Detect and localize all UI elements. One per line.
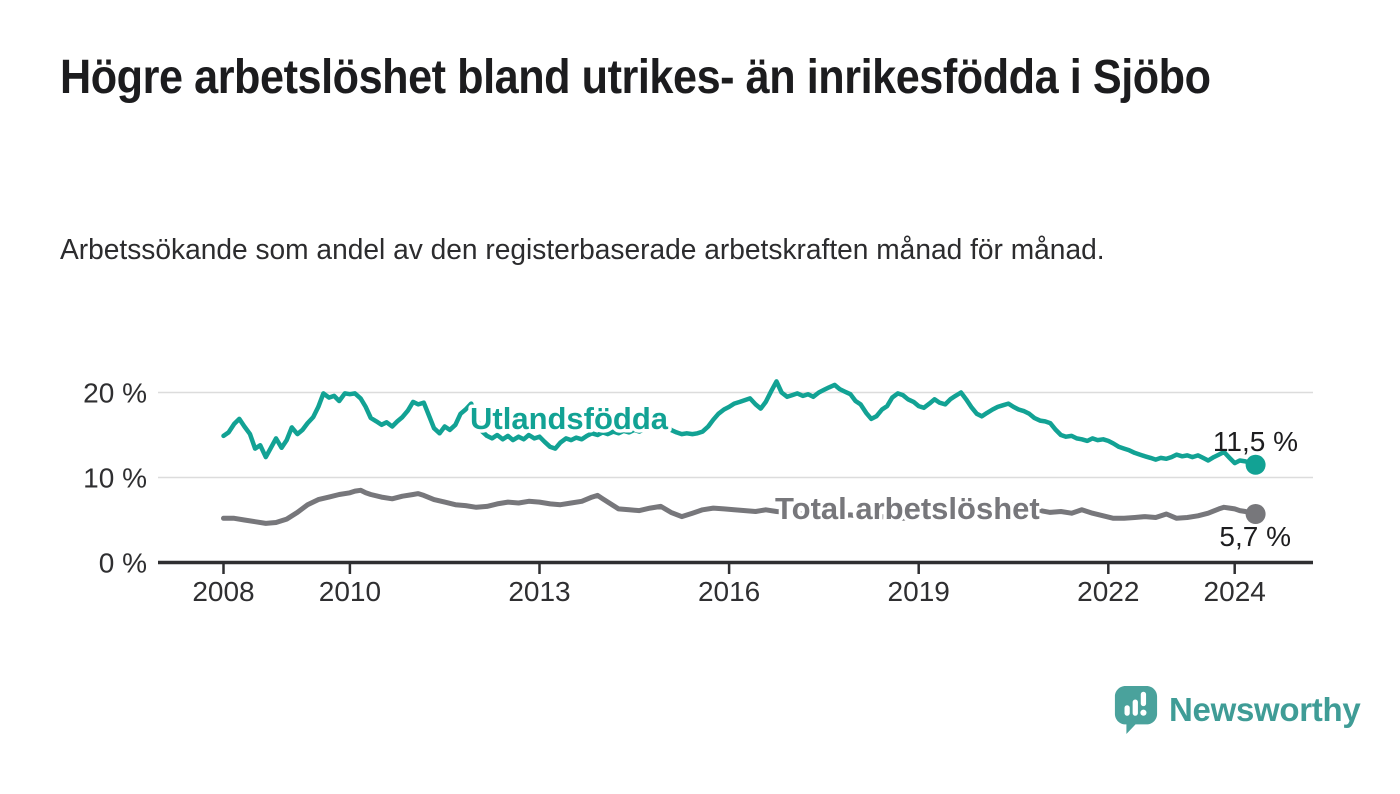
- x-axis-label: 2024: [1204, 576, 1266, 607]
- series-line-utlandsfodda: [221, 379, 1258, 468]
- brand-name: Newsworthy: [1169, 691, 1361, 728]
- series-end-dot-utlandsfodda: [1245, 454, 1266, 475]
- y-axis-label: 20 %: [83, 378, 147, 409]
- series-end-value: 11,5 %: [1213, 426, 1298, 457]
- brand-footer: Newsworthy: [1113, 684, 1361, 736]
- newsworthy-logo-icon: [1114, 686, 1158, 734]
- x-axis-label: 2016: [698, 576, 760, 607]
- x-axis-label: 2010: [319, 576, 381, 607]
- y-axis-label: 0 %: [99, 548, 147, 579]
- x-axis-label: 2019: [888, 576, 950, 607]
- series-end-value: 5,7 %: [1219, 521, 1291, 552]
- x-axis-label: 2013: [508, 576, 570, 607]
- x-axis-label: 2008: [192, 576, 254, 607]
- page-title: Högre arbetslöshet bland utrikes- än inr…: [60, 51, 1211, 104]
- series-label-total: Total arbetslöshet: [775, 491, 1040, 526]
- series-line-total: [221, 487, 1259, 526]
- series-label-utlandsfodda: Utlandsfödda: [470, 401, 669, 436]
- series-end-dot-total: [1245, 504, 1266, 524]
- x-axis-label: 2022: [1077, 576, 1139, 607]
- page-subtitle: Arbetssökande som andel av den registerb…: [60, 234, 1105, 266]
- y-axis-label: 10 %: [83, 463, 147, 494]
